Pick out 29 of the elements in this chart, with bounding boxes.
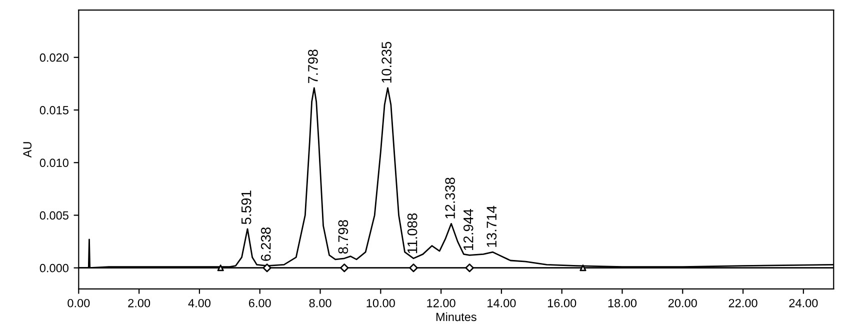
annotation: 10.235 <box>382 42 392 83</box>
annotation: 8.798 <box>338 220 348 254</box>
annotation: 11.088 <box>407 213 418 254</box>
x-tick-label: 16.00 <box>548 298 576 308</box>
x-tick-label: 22.00 <box>728 298 758 308</box>
y-tick-label: 0.000 <box>40 264 68 272</box>
y-tick-label: 0.020 <box>40 53 68 62</box>
annotation: 7.798 <box>308 50 318 84</box>
y-tick-label: 0.005 <box>40 211 68 220</box>
x-tick-label: 10.00 <box>366 298 395 308</box>
x-tick-label: 2.00 <box>128 298 150 308</box>
y-tick-label: 0.010 <box>40 158 68 168</box>
annotation: 12.944 <box>463 208 474 250</box>
x-tick-label: 12.00 <box>427 298 456 308</box>
annotation: 13.714 <box>486 206 497 247</box>
y-tick-label: 0.015 <box>40 106 68 114</box>
x-tick-label: 8.00 <box>309 298 332 308</box>
x-tick-label: 18.00 <box>608 298 637 308</box>
x-axis-title: Minutes <box>436 312 476 322</box>
x-tick-label: 14.00 <box>488 298 516 308</box>
y-axis-title: AU <box>23 142 32 158</box>
x-tick-label: 24.00 <box>789 298 818 308</box>
annotation: 6.238 <box>260 227 271 261</box>
annotation: 5.591 <box>241 190 252 224</box>
annotation: 12.338 <box>445 178 455 218</box>
x-tick-label: 20.00 <box>668 298 697 308</box>
x-tick-label: 0.00 <box>68 298 90 308</box>
x-tick-label: 6.00 <box>248 298 271 308</box>
x-tick-label: 4.00 <box>188 298 210 308</box>
